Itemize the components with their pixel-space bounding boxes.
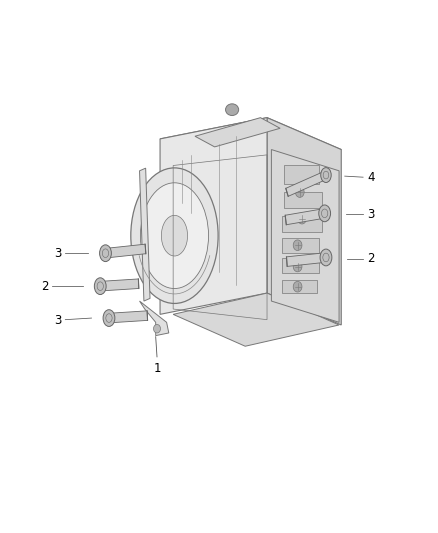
Text: 3: 3: [54, 247, 62, 260]
Polygon shape: [160, 118, 341, 171]
Polygon shape: [140, 168, 150, 301]
Ellipse shape: [319, 205, 331, 222]
Text: 2: 2: [41, 280, 49, 293]
Polygon shape: [105, 244, 146, 258]
Ellipse shape: [103, 310, 115, 326]
Bar: [283, 216, 321, 232]
Polygon shape: [173, 293, 339, 346]
Polygon shape: [160, 118, 267, 314]
Polygon shape: [109, 311, 148, 323]
Ellipse shape: [226, 104, 239, 116]
Ellipse shape: [141, 183, 208, 288]
Polygon shape: [286, 171, 327, 196]
Polygon shape: [285, 208, 325, 225]
Circle shape: [153, 325, 160, 333]
Ellipse shape: [320, 249, 332, 266]
Text: 2: 2: [367, 252, 375, 265]
Text: 1: 1: [153, 362, 161, 375]
Circle shape: [295, 187, 304, 197]
Ellipse shape: [131, 168, 218, 303]
Ellipse shape: [94, 278, 106, 295]
Text: 3: 3: [54, 314, 62, 327]
Bar: [283, 280, 317, 293]
Polygon shape: [267, 118, 341, 325]
Circle shape: [297, 213, 306, 224]
Ellipse shape: [321, 167, 331, 182]
Polygon shape: [286, 253, 326, 266]
Bar: [285, 165, 319, 184]
Ellipse shape: [99, 245, 111, 262]
Ellipse shape: [161, 215, 187, 256]
Circle shape: [293, 240, 302, 251]
Circle shape: [293, 281, 302, 292]
Bar: [285, 192, 321, 208]
Text: 3: 3: [367, 208, 375, 221]
Polygon shape: [100, 279, 139, 291]
Polygon shape: [195, 118, 280, 147]
Text: 4: 4: [367, 171, 375, 184]
Circle shape: [293, 261, 302, 272]
Bar: [283, 258, 319, 273]
Bar: [283, 238, 319, 253]
Polygon shape: [272, 150, 339, 322]
Polygon shape: [140, 301, 169, 336]
